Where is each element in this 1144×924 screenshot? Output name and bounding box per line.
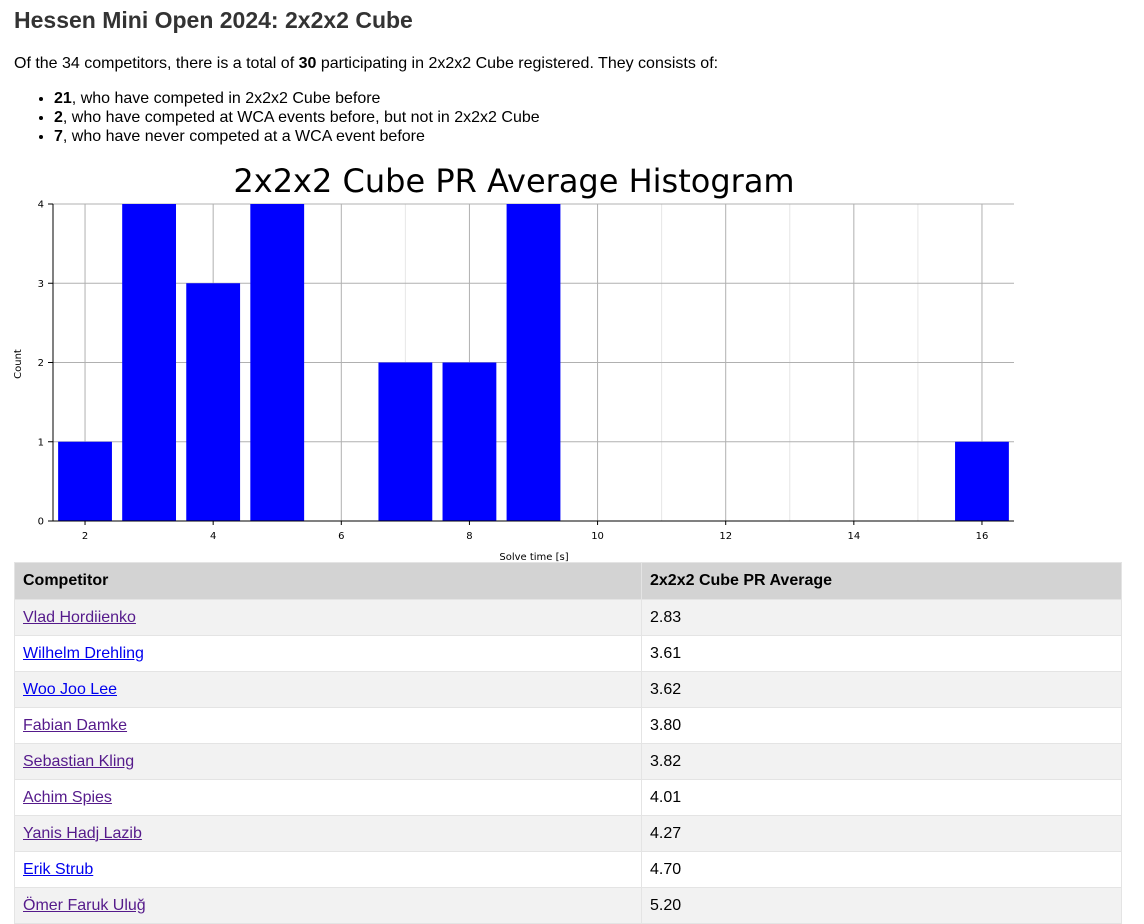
competitor-link[interactable]: Woo Joo Lee — [23, 680, 117, 698]
competitor-link[interactable]: Yanis Hadj Lazib — [23, 824, 142, 842]
competitor-link[interactable]: Achim Spies — [23, 788, 112, 806]
intro-suffix: participating in 2x2x2 Cube registered. … — [316, 55, 719, 72]
breakdown-count: 7 — [54, 128, 63, 145]
histogram-bar — [378, 362, 433, 521]
registered-count: 30 — [298, 55, 317, 72]
competitor-link[interactable]: Vlad Hordiienko — [23, 608, 136, 626]
table-row: Sebastian Kling 3.82 — [14, 743, 1122, 780]
y-tick-label: 4 — [38, 200, 44, 211]
breakdown-text: , who have competed at WCA events before… — [62, 109, 540, 126]
x-tick-label: 8 — [466, 531, 472, 542]
breakdown-count: 2 — [54, 109, 63, 126]
breakdown-text: , who have competed in 2x2x2 Cube before — [71, 90, 381, 107]
y-tick-label: 2 — [38, 358, 44, 369]
y-tick-label: 1 — [38, 437, 44, 448]
pr-average-cell: 3.61 — [641, 635, 1122, 672]
pr-average-cell: 4.70 — [641, 851, 1122, 888]
pr-average-cell: 2.83 — [641, 599, 1122, 636]
x-tick-label: 16 — [976, 531, 989, 542]
table-row: Erik Strub 4.70 — [14, 851, 1122, 888]
competitor-cell: Yanis Hadj Lazib — [14, 815, 642, 852]
y-tick-label: 3 — [38, 279, 44, 290]
pr-average-cell: 3.62 — [641, 671, 1122, 708]
x-tick-label: 2 — [82, 531, 88, 542]
competitor-link[interactable]: Erik Strub — [23, 860, 94, 878]
breakdown-text: , who have never competed at a WCA event… — [62, 128, 425, 145]
competitor-cell: Vlad Hordiienko — [14, 599, 642, 636]
histogram-bar — [186, 283, 241, 521]
column-header-pr-average: 2x2x2 Cube PR Average — [641, 562, 1122, 600]
table-row: Fabian Damke 3.80 — [14, 707, 1122, 744]
histogram-bar — [122, 204, 177, 521]
histogram-bar — [250, 204, 305, 521]
x-tick-label: 6 — [338, 531, 344, 542]
table-row: Woo Joo Lee 3.62 — [14, 671, 1122, 708]
table-header-row: Competitor 2x2x2 Cube PR Average — [14, 562, 1122, 600]
chart-bars — [58, 204, 1009, 521]
results-table: Competitor 2x2x2 Cube PR Average Vlad Ho… — [14, 562, 1122, 924]
competitor-cell: Fabian Damke — [14, 707, 642, 744]
histogram-bar — [58, 441, 112, 521]
pr-average-cell: 4.27 — [641, 815, 1122, 852]
competitor-cell: Sebastian Kling — [14, 743, 642, 780]
breakdown-count: 21 — [54, 90, 72, 107]
x-tick-label: 12 — [719, 531, 732, 542]
table-row: Achim Spies 4.01 — [14, 779, 1122, 816]
intro-prefix: Of the 34 competitors, there is a total … — [14, 55, 299, 72]
x-tick-label: 4 — [210, 531, 216, 542]
competitor-cell: Woo Joo Lee — [14, 671, 642, 708]
table-row: Yanis Hadj Lazib 4.27 — [14, 815, 1122, 852]
competitor-cell: Achim Spies — [14, 779, 642, 816]
x-tick-label: 14 — [847, 531, 860, 542]
list-item: 21, who have competed in 2x2x2 Cube befo… — [54, 89, 540, 108]
list-item: 7, who have never competed at a WCA even… — [54, 127, 540, 146]
histogram-bar — [442, 362, 497, 521]
histogram-chart: 2x2x2 Cube PR Average Histogram 2 4 6 8 10 12… — [13, 162, 1014, 563]
histogram-bar — [506, 204, 561, 521]
breakdown-list: 21, who have competed in 2x2x2 Cube befo… — [14, 89, 540, 146]
competitor-cell: Erik Strub — [14, 851, 642, 888]
histogram-bar — [955, 441, 1009, 521]
list-item: 2, who have competed at WCA events befor… — [54, 108, 540, 127]
y-axis-label: Count — [13, 349, 24, 379]
chart-title: 2x2x2 Cube PR Average Histogram — [233, 162, 794, 200]
page-title: Hessen Mini Open 2024: 2x2x2 Cube — [14, 7, 413, 33]
table-row: Vlad Hordiienko 2.83 — [14, 599, 1122, 636]
x-axis-label: Solve time [s] — [499, 552, 568, 563]
competitor-link[interactable]: Wilhelm Drehling — [23, 644, 144, 662]
pr-average-cell: 3.80 — [641, 707, 1122, 744]
competitor-link[interactable]: Ömer Faruk Uluğ — [23, 896, 146, 914]
y-tick-label: 0 — [38, 517, 44, 528]
pr-average-cell: 3.82 — [641, 743, 1122, 780]
column-header-competitor: Competitor — [14, 562, 642, 600]
x-tick-label: 10 — [591, 531, 604, 542]
competitor-link[interactable]: Fabian Damke — [23, 716, 128, 734]
competitor-link[interactable]: Sebastian Kling — [23, 752, 135, 770]
intro-text: Of the 34 competitors, there is a total … — [14, 54, 718, 73]
table-row: Wilhelm Drehling 3.61 — [14, 635, 1122, 672]
pr-average-cell: 4.01 — [641, 779, 1122, 816]
table-body: Vlad Hordiienko 2.83 Wilhelm Drehling 3.61 W… — [14, 599, 1122, 924]
competitor-cell: Wilhelm Drehling — [14, 635, 642, 672]
